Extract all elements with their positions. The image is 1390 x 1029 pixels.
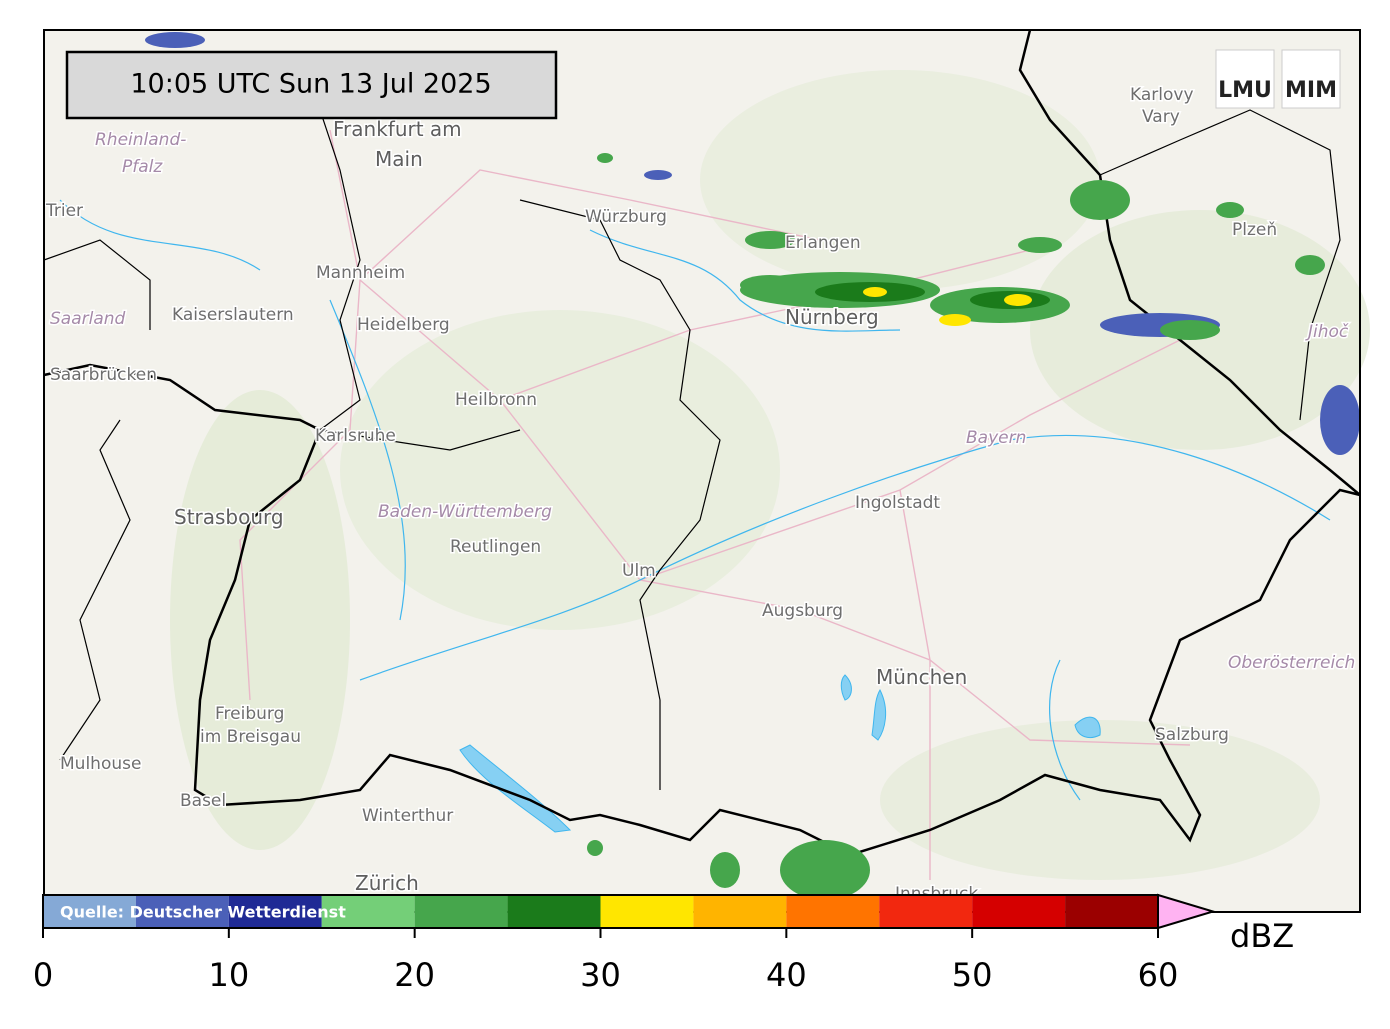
colorbar-segment	[135, 895, 229, 928]
city-label: Freiburg	[215, 704, 284, 724]
city-label: Trier	[45, 201, 83, 221]
city-label: Main	[375, 147, 423, 171]
city-label: Saarbrücken	[50, 365, 157, 385]
colorbar-segment	[1065, 895, 1158, 928]
city-label: Zürich	[355, 871, 419, 895]
colorbar: 0 10 20 30 40 50 60	[33, 893, 1217, 994]
colorbar-unit: dBZ	[1230, 917, 1294, 955]
tick-label: 0	[33, 956, 53, 994]
city-label: Ulm	[622, 561, 656, 581]
region-label: Pfalz	[122, 157, 163, 177]
city-label: Basel	[180, 791, 226, 811]
city-label: Heilbronn	[455, 390, 537, 410]
tick-label: 60	[1138, 956, 1179, 994]
region-label: Bayern	[966, 428, 1026, 448]
region-label: Oberösterreich	[1228, 653, 1355, 673]
colorbar-segment	[786, 895, 880, 928]
timestamp: 10:05 UTC Sun 13 Jul 2025	[130, 69, 491, 100]
tick-label: 40	[766, 956, 807, 994]
region-label: Saarland	[50, 309, 126, 329]
city-label: Erlangen	[785, 233, 861, 253]
city-label: Nürnberg	[785, 305, 879, 329]
colorbar-segment	[43, 895, 136, 928]
city-label: Vary	[1142, 107, 1180, 127]
colorbar-segment	[228, 895, 322, 928]
tick-label: 50	[952, 956, 993, 994]
city-label: Heidelberg	[357, 315, 450, 335]
logo-text: MIM	[1285, 78, 1337, 103]
city-label: Ingolstadt	[855, 493, 940, 513]
city-label: Kaiserslautern	[172, 305, 294, 325]
city-label: Karlovy	[1130, 85, 1194, 105]
colorbar-segment	[414, 895, 508, 928]
region-label: Baden-Württemberg	[378, 502, 552, 522]
city-label: Augsburg	[762, 601, 843, 621]
map-labels: Frankfurt am Main Rheinland- Pfalz Trier…	[44, 84, 1357, 906]
city-label: Plzeň	[1232, 220, 1277, 240]
city-label: Strasbourg	[174, 505, 284, 529]
colorbar-segment	[879, 895, 973, 928]
colorbar-segment	[321, 895, 415, 928]
city-label: Würzburg	[585, 207, 667, 227]
source-note: Quelle: Deutscher Wetterdienst	[60, 903, 346, 922]
basemap	[43, 29, 1370, 912]
timestamp-box	[65, 50, 558, 120]
radar-echoes	[145, 32, 1360, 900]
tick-label: 10	[208, 956, 249, 994]
logos: LMU MIM	[1215, 49, 1341, 109]
city-label: Salzburg	[1155, 725, 1229, 745]
city-label: im Breisgau	[200, 727, 301, 747]
city-label: Winterthur	[362, 806, 453, 826]
colorbar-segment	[600, 895, 694, 928]
city-label: Mannheim	[316, 263, 405, 283]
city-label: München	[876, 665, 967, 689]
region-label: Rheinland-	[95, 130, 186, 150]
tick-label: 30	[580, 956, 621, 994]
colorbar-segment	[507, 895, 601, 928]
tick-label: 20	[394, 956, 435, 994]
city-label: Karlsruhe	[315, 426, 396, 446]
colorbar-segment	[693, 895, 787, 928]
logo-text: LMU	[1218, 78, 1272, 103]
region-label: Jihoč	[1305, 322, 1349, 342]
city-label: Reutlingen	[450, 537, 541, 557]
city-label: Frankfurt am	[333, 117, 462, 141]
colorbar-segment	[972, 895, 1066, 928]
city-label: Mulhouse	[60, 754, 141, 774]
